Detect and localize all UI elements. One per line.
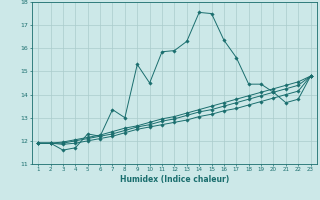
X-axis label: Humidex (Indice chaleur): Humidex (Indice chaleur) (120, 175, 229, 184)
